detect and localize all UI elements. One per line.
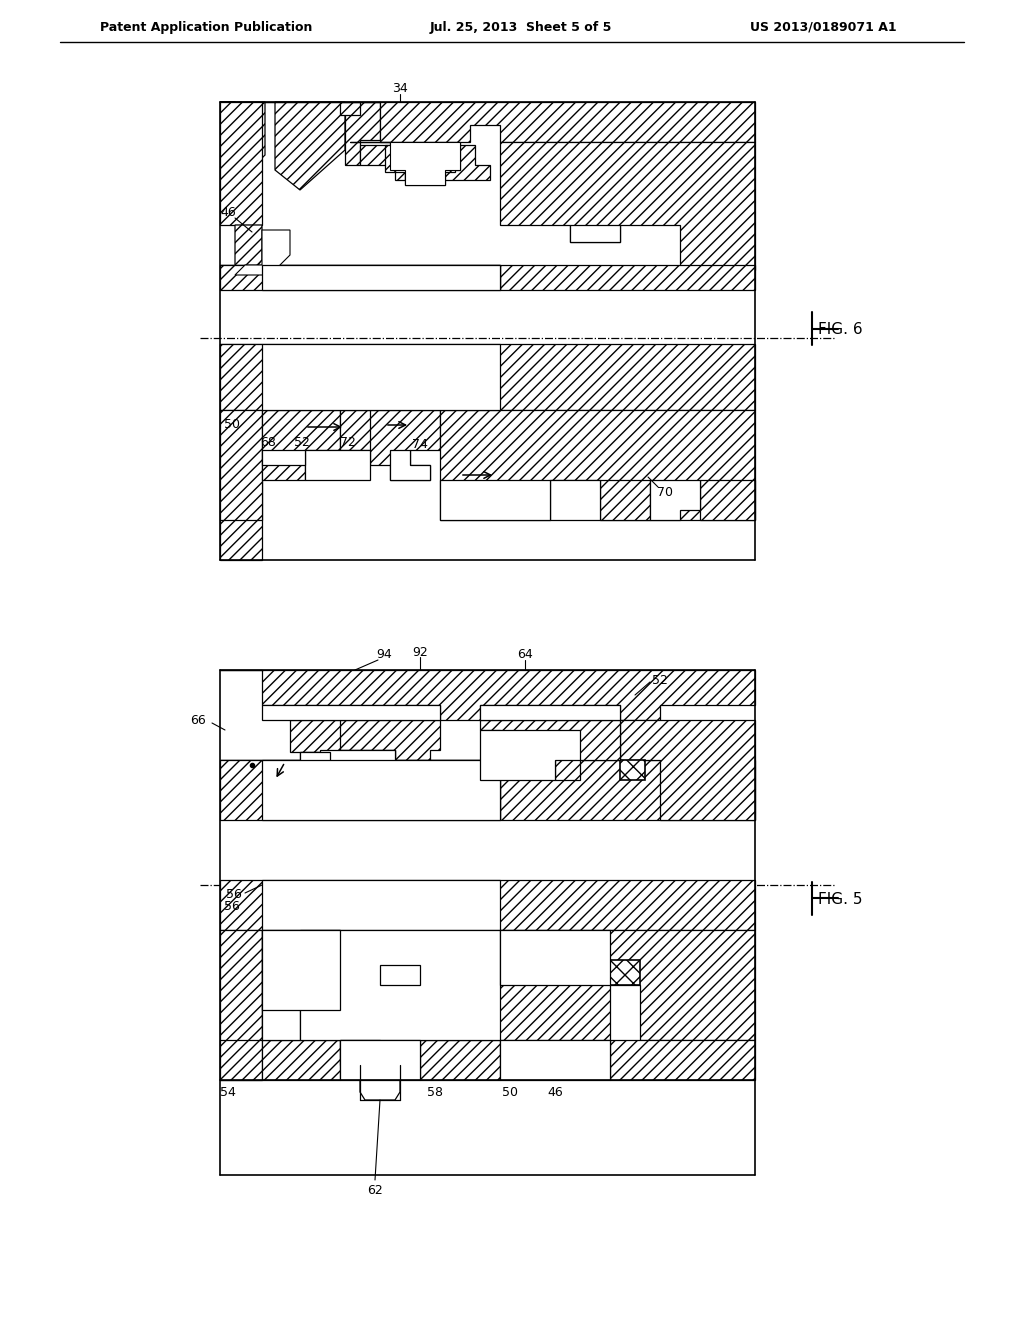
Text: Jul. 25, 2013  Sheet 5 of 5: Jul. 25, 2013 Sheet 5 of 5: [430, 21, 612, 33]
Polygon shape: [345, 102, 380, 165]
Polygon shape: [262, 265, 500, 290]
Polygon shape: [300, 752, 330, 775]
Polygon shape: [390, 143, 460, 185]
Text: 74: 74: [412, 438, 428, 451]
Polygon shape: [220, 102, 262, 224]
Polygon shape: [220, 931, 262, 1080]
Polygon shape: [340, 1040, 380, 1065]
Polygon shape: [220, 760, 755, 820]
Polygon shape: [220, 880, 755, 931]
Polygon shape: [350, 143, 460, 185]
Polygon shape: [420, 1040, 500, 1080]
Text: 50: 50: [224, 418, 240, 432]
Polygon shape: [262, 931, 340, 1010]
Polygon shape: [500, 143, 755, 271]
Text: 72: 72: [340, 437, 356, 450]
Polygon shape: [480, 705, 620, 719]
Polygon shape: [234, 230, 290, 275]
Polygon shape: [234, 224, 262, 275]
Polygon shape: [305, 719, 440, 766]
Polygon shape: [262, 102, 755, 143]
Text: 56: 56: [226, 887, 242, 900]
Text: 68: 68: [260, 437, 275, 450]
Polygon shape: [360, 1065, 400, 1100]
Polygon shape: [440, 411, 755, 520]
Text: FIG. 5: FIG. 5: [818, 892, 862, 908]
Polygon shape: [300, 752, 330, 775]
Polygon shape: [262, 880, 500, 931]
Polygon shape: [500, 1040, 610, 1080]
Polygon shape: [220, 760, 500, 820]
Polygon shape: [550, 480, 600, 520]
Polygon shape: [340, 102, 360, 115]
Text: 52: 52: [652, 673, 668, 686]
Text: 46: 46: [220, 206, 236, 219]
Text: 54: 54: [220, 1085, 236, 1098]
Polygon shape: [262, 760, 500, 820]
Text: 52: 52: [294, 437, 310, 450]
Polygon shape: [262, 450, 305, 465]
Text: 46: 46: [547, 1085, 563, 1098]
Polygon shape: [340, 1040, 420, 1080]
Text: 58: 58: [427, 1085, 443, 1098]
Polygon shape: [480, 730, 580, 780]
Text: 92: 92: [412, 645, 428, 659]
Polygon shape: [380, 965, 420, 985]
Text: 34: 34: [392, 82, 408, 95]
Polygon shape: [340, 931, 420, 985]
Polygon shape: [275, 102, 345, 190]
Polygon shape: [300, 931, 500, 1040]
Text: Patent Application Publication: Patent Application Publication: [100, 21, 312, 33]
Polygon shape: [220, 1040, 262, 1080]
Polygon shape: [262, 411, 340, 480]
Polygon shape: [385, 145, 455, 172]
Polygon shape: [290, 719, 340, 752]
Polygon shape: [480, 719, 620, 780]
Polygon shape: [220, 411, 262, 520]
Polygon shape: [262, 931, 340, 1040]
Text: 70: 70: [657, 486, 673, 499]
Polygon shape: [262, 931, 340, 1040]
Polygon shape: [700, 480, 755, 520]
Polygon shape: [220, 345, 262, 560]
Polygon shape: [360, 145, 490, 180]
Polygon shape: [370, 411, 440, 480]
Text: 64: 64: [517, 648, 532, 661]
Text: 62: 62: [368, 1184, 383, 1196]
Polygon shape: [620, 719, 755, 820]
Polygon shape: [220, 265, 500, 290]
Polygon shape: [319, 750, 395, 766]
Polygon shape: [319, 750, 395, 766]
Polygon shape: [262, 1040, 340, 1080]
Text: US 2013/0189071 A1: US 2013/0189071 A1: [750, 21, 897, 33]
Polygon shape: [262, 705, 440, 719]
Text: 66: 66: [190, 714, 206, 726]
Polygon shape: [610, 1040, 755, 1080]
Polygon shape: [440, 480, 550, 520]
Polygon shape: [305, 450, 370, 480]
Text: 50: 50: [502, 1085, 518, 1098]
Polygon shape: [570, 224, 620, 242]
Text: 94: 94: [376, 648, 392, 661]
Polygon shape: [220, 265, 755, 290]
Polygon shape: [390, 450, 430, 480]
Text: FIG. 6: FIG. 6: [818, 322, 862, 338]
Polygon shape: [600, 480, 650, 520]
Polygon shape: [262, 345, 500, 411]
Polygon shape: [340, 411, 380, 450]
Polygon shape: [650, 480, 700, 520]
Polygon shape: [220, 102, 265, 224]
Text: 56: 56: [224, 899, 240, 912]
Polygon shape: [420, 931, 755, 1040]
Polygon shape: [220, 345, 755, 411]
Polygon shape: [500, 931, 610, 985]
Polygon shape: [220, 671, 755, 719]
Polygon shape: [600, 960, 640, 985]
Polygon shape: [300, 1010, 420, 1065]
Polygon shape: [620, 760, 645, 780]
